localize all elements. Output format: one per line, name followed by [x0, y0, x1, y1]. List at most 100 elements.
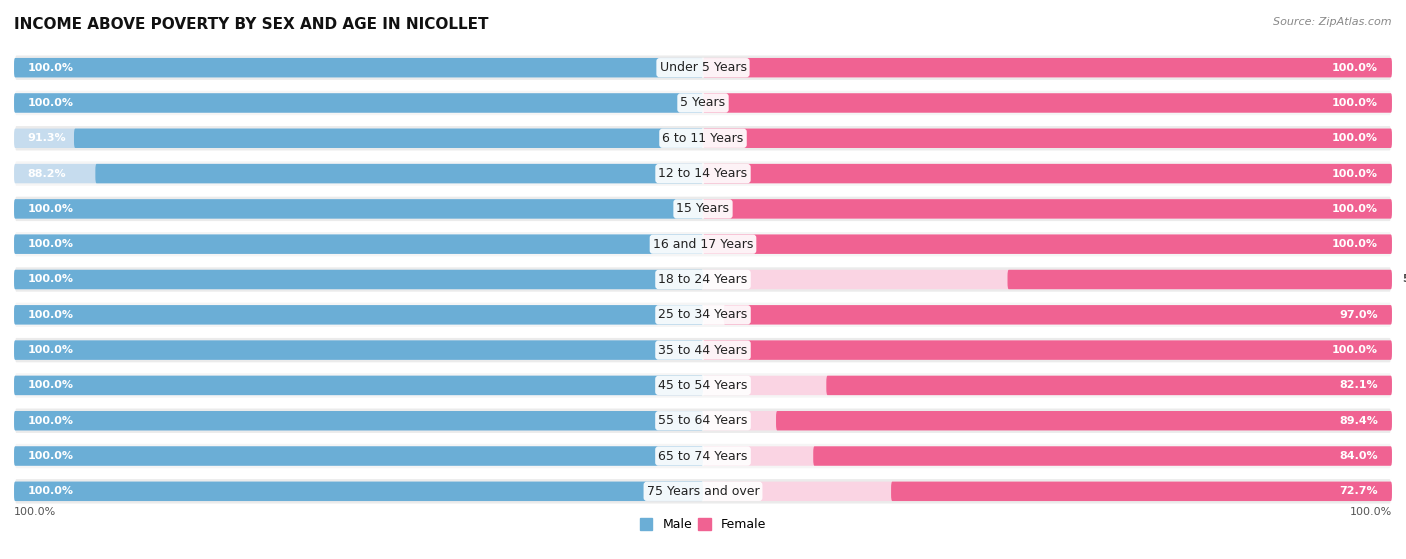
FancyBboxPatch shape: [14, 129, 703, 148]
Text: 100.0%: 100.0%: [1331, 239, 1378, 249]
Text: 100.0%: 100.0%: [28, 381, 75, 390]
FancyBboxPatch shape: [1008, 270, 1392, 289]
FancyBboxPatch shape: [703, 411, 1392, 430]
Text: 100.0%: 100.0%: [28, 310, 75, 320]
FancyBboxPatch shape: [14, 58, 703, 77]
Text: 75 Years and over: 75 Years and over: [647, 485, 759, 498]
FancyBboxPatch shape: [703, 270, 1392, 289]
Text: 25 to 34 Years: 25 to 34 Years: [658, 309, 748, 321]
FancyBboxPatch shape: [14, 164, 703, 183]
Text: 100.0%: 100.0%: [1331, 98, 1378, 108]
FancyBboxPatch shape: [813, 446, 1392, 466]
Text: 88.2%: 88.2%: [28, 169, 66, 178]
FancyBboxPatch shape: [14, 446, 703, 466]
FancyBboxPatch shape: [14, 411, 703, 430]
FancyBboxPatch shape: [14, 160, 1392, 187]
Text: 100.0%: 100.0%: [1350, 507, 1392, 517]
FancyBboxPatch shape: [703, 376, 1392, 395]
Text: 12 to 14 Years: 12 to 14 Years: [658, 167, 748, 180]
Text: 15 Years: 15 Years: [676, 202, 730, 215]
FancyBboxPatch shape: [14, 234, 703, 254]
FancyBboxPatch shape: [14, 199, 703, 219]
FancyBboxPatch shape: [776, 411, 1392, 430]
FancyBboxPatch shape: [75, 129, 703, 148]
Text: 100.0%: 100.0%: [28, 416, 75, 426]
Text: 100.0%: 100.0%: [1331, 63, 1378, 73]
Text: 45 to 54 Years: 45 to 54 Years: [658, 379, 748, 392]
Text: 89.4%: 89.4%: [1340, 416, 1378, 426]
FancyBboxPatch shape: [14, 231, 1392, 258]
FancyBboxPatch shape: [703, 305, 1392, 325]
Text: 100.0%: 100.0%: [28, 274, 75, 285]
FancyBboxPatch shape: [14, 93, 703, 113]
FancyBboxPatch shape: [14, 266, 1392, 293]
Text: 100.0%: 100.0%: [28, 345, 75, 355]
Text: 100.0%: 100.0%: [1331, 204, 1378, 214]
Text: 100.0%: 100.0%: [1331, 345, 1378, 355]
FancyBboxPatch shape: [703, 340, 1392, 360]
FancyBboxPatch shape: [14, 408, 1392, 434]
FancyBboxPatch shape: [14, 301, 1392, 328]
Text: 97.0%: 97.0%: [1340, 310, 1378, 320]
FancyBboxPatch shape: [14, 305, 703, 325]
Text: 100.0%: 100.0%: [28, 204, 75, 214]
FancyBboxPatch shape: [14, 199, 703, 219]
Text: 65 to 74 Years: 65 to 74 Years: [658, 449, 748, 462]
Text: INCOME ABOVE POVERTY BY SEX AND AGE IN NICOLLET: INCOME ABOVE POVERTY BY SEX AND AGE IN N…: [14, 17, 488, 32]
Text: Under 5 Years: Under 5 Years: [659, 61, 747, 74]
Text: 35 to 44 Years: 35 to 44 Years: [658, 344, 748, 357]
FancyBboxPatch shape: [703, 234, 1392, 254]
FancyBboxPatch shape: [703, 482, 1392, 501]
Text: 100.0%: 100.0%: [28, 98, 75, 108]
Legend: Male, Female: Male, Female: [636, 513, 770, 536]
FancyBboxPatch shape: [703, 58, 1392, 77]
Text: 72.7%: 72.7%: [1340, 486, 1378, 496]
FancyBboxPatch shape: [14, 372, 1392, 399]
FancyBboxPatch shape: [703, 199, 1392, 219]
Text: 6 to 11 Years: 6 to 11 Years: [662, 132, 744, 145]
FancyBboxPatch shape: [703, 164, 1392, 183]
FancyBboxPatch shape: [14, 340, 703, 360]
FancyBboxPatch shape: [891, 482, 1392, 501]
FancyBboxPatch shape: [703, 129, 1392, 148]
FancyBboxPatch shape: [703, 340, 1392, 360]
FancyBboxPatch shape: [14, 340, 703, 360]
FancyBboxPatch shape: [14, 305, 703, 325]
FancyBboxPatch shape: [703, 93, 1392, 113]
FancyBboxPatch shape: [703, 164, 1392, 183]
FancyBboxPatch shape: [14, 125, 1392, 151]
Text: Source: ZipAtlas.com: Source: ZipAtlas.com: [1274, 17, 1392, 27]
FancyBboxPatch shape: [96, 164, 703, 183]
FancyBboxPatch shape: [703, 93, 1392, 113]
FancyBboxPatch shape: [14, 411, 703, 430]
FancyBboxPatch shape: [827, 376, 1392, 395]
Text: 5 Years: 5 Years: [681, 97, 725, 110]
FancyBboxPatch shape: [14, 478, 1392, 505]
FancyBboxPatch shape: [14, 482, 703, 501]
Text: 100.0%: 100.0%: [28, 239, 75, 249]
Text: 55.8%: 55.8%: [1402, 274, 1406, 285]
FancyBboxPatch shape: [14, 482, 703, 501]
FancyBboxPatch shape: [703, 234, 1392, 254]
Text: 84.0%: 84.0%: [1340, 451, 1378, 461]
FancyBboxPatch shape: [14, 234, 703, 254]
FancyBboxPatch shape: [703, 58, 1392, 77]
Text: 91.3%: 91.3%: [28, 133, 66, 143]
Text: 55 to 64 Years: 55 to 64 Years: [658, 414, 748, 427]
FancyBboxPatch shape: [14, 337, 1392, 363]
Text: 100.0%: 100.0%: [28, 486, 75, 496]
FancyBboxPatch shape: [14, 270, 703, 289]
Text: 100.0%: 100.0%: [28, 451, 75, 461]
FancyBboxPatch shape: [703, 199, 1392, 219]
Text: 16 and 17 Years: 16 and 17 Years: [652, 238, 754, 250]
Text: 100.0%: 100.0%: [1331, 169, 1378, 178]
FancyBboxPatch shape: [14, 54, 1392, 81]
FancyBboxPatch shape: [14, 376, 703, 395]
FancyBboxPatch shape: [14, 58, 703, 77]
Text: 100.0%: 100.0%: [1331, 133, 1378, 143]
Text: 82.1%: 82.1%: [1340, 381, 1378, 390]
Text: 100.0%: 100.0%: [28, 63, 75, 73]
FancyBboxPatch shape: [724, 305, 1392, 325]
FancyBboxPatch shape: [14, 376, 703, 395]
FancyBboxPatch shape: [14, 93, 703, 113]
